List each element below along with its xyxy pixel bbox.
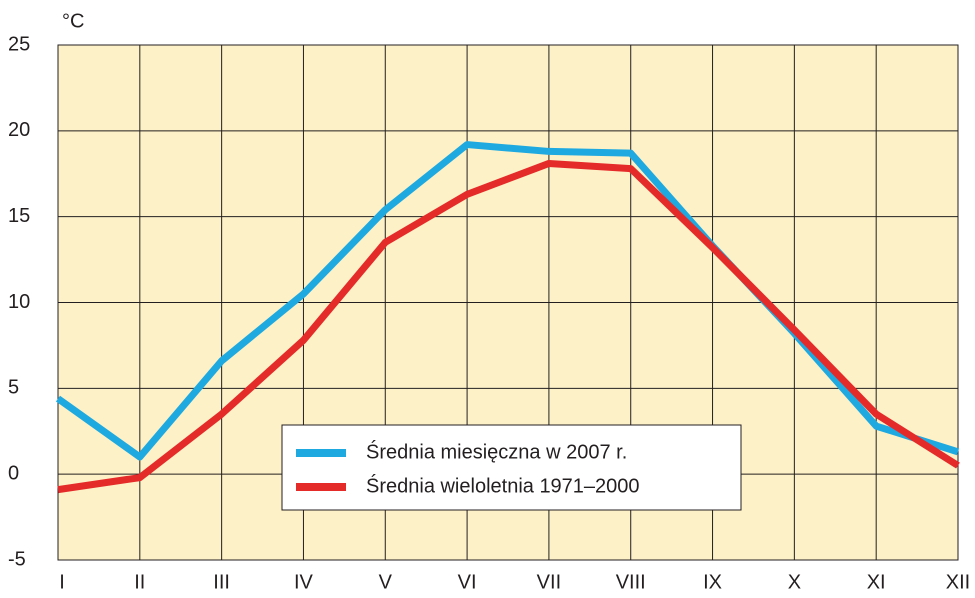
x-tick-label: VIII (616, 571, 646, 593)
y-tick-label: 20 (8, 119, 30, 141)
legend (281, 424, 742, 511)
y-tick-label: -5 (8, 548, 26, 570)
y-tick-label: 5 (8, 377, 19, 399)
lines (55, 141, 960, 494)
x-tick-label: VI (458, 571, 477, 593)
y-axis-label: °C (62, 10, 84, 32)
x-tick-label: VII (537, 571, 561, 593)
x-tick-label: IV (294, 571, 314, 593)
x-tick-label: V (379, 571, 393, 593)
legend-label: Średnia wieloletnia 1971–2000 (366, 473, 640, 497)
y-tick-label: 15 (8, 205, 30, 227)
y-tick-label: 0 (8, 462, 19, 484)
legend-label: Średnia miesięczna w 2007 r. (366, 439, 627, 463)
x-tick-label: II (134, 571, 145, 593)
x-tick-label: XII (946, 571, 970, 593)
x-tick-label: I (59, 571, 65, 593)
x-tick-label: X (788, 571, 801, 593)
x-tick-label: III (213, 571, 230, 593)
y-tick-label: 25 (8, 33, 30, 55)
x-tick-label: XI (867, 571, 886, 593)
grid (57, 44, 959, 561)
y-tick-label: 10 (8, 291, 30, 313)
series-line (57, 159, 960, 494)
x-tick-label: IX (703, 571, 722, 593)
